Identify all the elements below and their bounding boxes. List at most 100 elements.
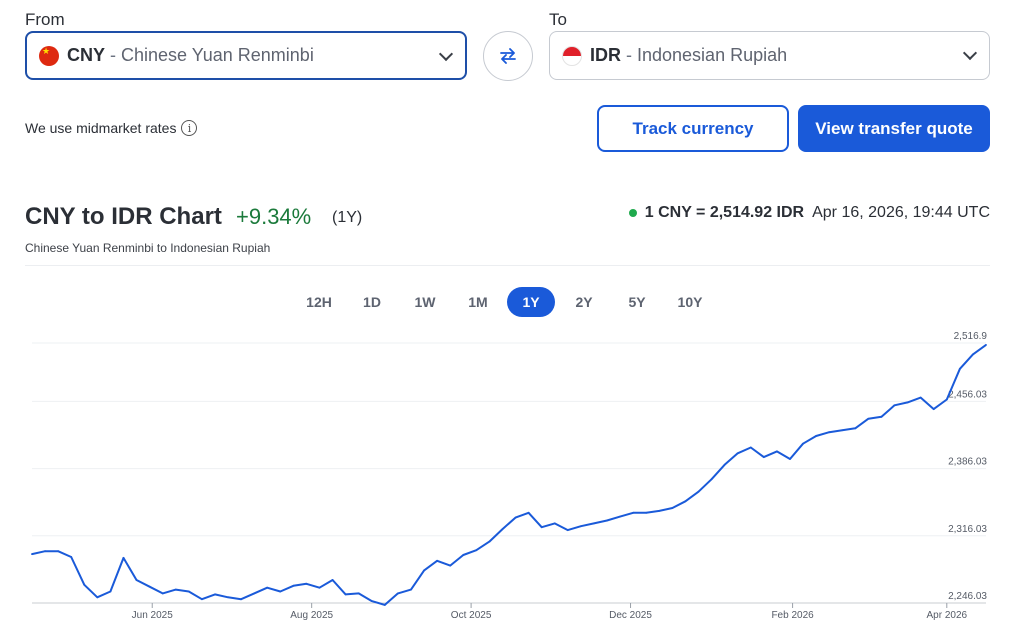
x-tick-label: Dec 2025 (609, 610, 652, 621)
rate-data-point (736, 452, 739, 455)
rate-data-point (919, 396, 922, 399)
rate-data-point (187, 590, 190, 593)
period-selector: 12H 1D 1W 1M 1Y 2Y 5Y 10Y (295, 287, 719, 317)
rate-data-point (540, 526, 543, 529)
x-tick-label: Oct 2025 (451, 610, 492, 621)
rate-data-point (31, 553, 33, 555)
x-tick-label: Apr 2026 (926, 610, 967, 621)
y-tick-label: 2,316.03 (948, 524, 987, 535)
y-tick-label: 2,386.03 (948, 457, 987, 468)
track-currency-button[interactable]: Track currency (597, 105, 789, 152)
rate-data-point (906, 401, 909, 404)
header-divider (25, 265, 990, 266)
from-currency-select[interactable]: ★ CNY - Chinese Yuan Renminbi (25, 31, 467, 80)
rate-data-point (893, 404, 896, 407)
rate-data-point (762, 456, 765, 459)
period-1m[interactable]: 1M (468, 294, 488, 310)
rate-data-point (475, 549, 478, 552)
rate-data-point (684, 500, 687, 503)
rate-data-point (397, 592, 399, 595)
rate-data-point (671, 507, 674, 509)
y-tick-label: 2,456.03 (948, 389, 987, 400)
info-icon[interactable]: i (181, 120, 198, 136)
rate-data-point (410, 588, 412, 591)
china-flag-icon: ★ (39, 45, 59, 66)
rate-data-point (854, 427, 857, 430)
rate-data-point (488, 540, 491, 543)
rate-data-point (658, 509, 661, 512)
rate-data-point (958, 367, 961, 370)
from-currency-code: CNY (67, 45, 106, 65)
rate-data-point (70, 556, 73, 558)
rate-data-point (109, 590, 112, 593)
period-10y[interactable]: 10Y (677, 294, 703, 310)
rate-data-point (802, 442, 804, 445)
to-separator: - (626, 45, 632, 65)
midmarket-note: We use midmarket rates i (25, 120, 198, 136)
rate-data-point (985, 344, 987, 346)
swap-currencies-button[interactable] (483, 31, 533, 81)
rate-data-point (972, 353, 974, 356)
rate-timestamp: Apr 16, 2026, 19:44 UTC (812, 204, 990, 221)
rate-data-point (122, 557, 125, 559)
rate-data-point (645, 511, 648, 514)
rate-data-point (423, 569, 425, 572)
to-currency-select[interactable]: IDR - Indonesian Rupiah (549, 31, 990, 80)
y-tick-label: 2,516.9 (954, 331, 988, 342)
to-label: To (549, 10, 567, 29)
period-1d[interactable]: 1D (363, 294, 381, 310)
rate-data-point (200, 598, 203, 601)
rate-change-period: (1Y) (332, 209, 363, 226)
rate-data-point (253, 592, 256, 595)
midmarket-text: We use midmarket rates (25, 120, 177, 136)
rate-data-point (789, 458, 791, 460)
chart-title: CNY to IDR Chart (25, 203, 222, 230)
rate-data-point (44, 550, 46, 553)
rate-data-point (161, 592, 164, 595)
rate-data-point (57, 550, 60, 553)
rate-data-point (828, 431, 831, 434)
rate-data-point (96, 596, 99, 599)
from-separator: - (110, 45, 117, 65)
chevron-down-icon (438, 46, 454, 62)
rate-data-point (841, 429, 844, 432)
current-rate-value: 1 CNY = 2,514.92 IDR (644, 204, 805, 221)
rate-data-point (266, 586, 269, 589)
rate-data-point (619, 515, 621, 518)
from-label: From (25, 10, 65, 29)
rate-data-point (606, 519, 608, 522)
rate-data-point (383, 604, 386, 606)
rate-data-point (135, 579, 138, 581)
rate-chart[interactable]: 2,246.03 2,316.03 2,386.03 2,456.03 2,516.9 J… (0, 325, 1014, 625)
rate-data-point (436, 559, 439, 562)
rate-data-point (344, 593, 347, 596)
rate-data-point (331, 579, 334, 581)
rate-data-point (514, 516, 517, 519)
rate-data-point (723, 463, 726, 466)
period-2y[interactable]: 2Y (575, 294, 593, 310)
period-12h[interactable]: 12H (306, 294, 332, 310)
rate-data-point (501, 528, 504, 531)
rate-data-point (579, 525, 582, 528)
rate-data-point (932, 408, 935, 411)
to-currency-name: Indonesian Rupiah (637, 45, 788, 65)
rate-data-point (593, 522, 595, 525)
rate-data-point (292, 584, 295, 587)
rate-data-point (357, 592, 360, 595)
chevron-down-icon (962, 45, 978, 61)
x-tick-label: Aug 2025 (290, 610, 333, 621)
period-1y[interactable]: 1Y (507, 287, 555, 317)
period-1w[interactable]: 1W (414, 294, 436, 310)
rate-data-point (305, 582, 308, 585)
view-transfer-quote-button[interactable]: View transfer quote (798, 105, 990, 152)
rate-data-point (697, 490, 700, 493)
to-currency-code: IDR (590, 45, 621, 65)
from-currency-name: Chinese Yuan Renminbi (121, 45, 314, 65)
chart-subtitle: Chinese Yuan Renminbi to Indonesian Rupi… (25, 241, 271, 255)
rate-data-point (945, 398, 948, 401)
period-5y[interactable]: 5Y (628, 294, 646, 310)
rate-data-point (867, 417, 870, 420)
swap-arrows-icon (500, 48, 516, 64)
rate-data-point (527, 511, 530, 514)
rate-data-point (632, 511, 635, 514)
